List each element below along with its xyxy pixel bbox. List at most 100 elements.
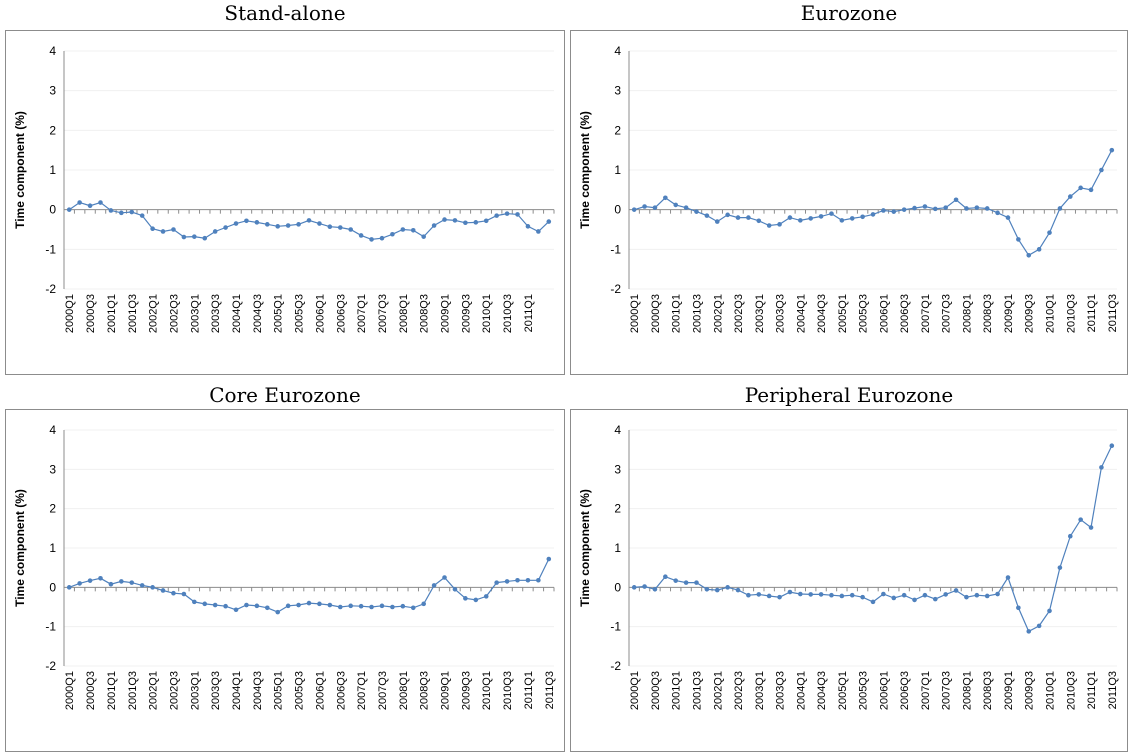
data-point bbox=[306, 218, 312, 223]
data-point bbox=[725, 585, 730, 590]
x-tick-label: 2009Q1 bbox=[440, 671, 452, 710]
x-tick-label: 2004Q3 bbox=[252, 294, 264, 333]
x-tick-label: 2006Q3 bbox=[335, 294, 347, 333]
data-point bbox=[1109, 147, 1115, 153]
x-tick-label: 2011Q3 bbox=[544, 671, 556, 709]
data-point bbox=[264, 605, 270, 611]
data-point bbox=[881, 591, 886, 597]
x-tick-label: 2003Q3 bbox=[775, 294, 787, 333]
data-point bbox=[431, 583, 437, 588]
data-point bbox=[735, 215, 741, 220]
data-point bbox=[337, 225, 343, 230]
x-tick-label: 2003Q1 bbox=[754, 671, 766, 710]
data-point bbox=[881, 208, 886, 213]
data-point bbox=[181, 234, 187, 240]
data-point bbox=[410, 605, 416, 611]
data-point bbox=[390, 231, 395, 237]
x-tick-label: 2006Q1 bbox=[878, 294, 890, 333]
y-tick-label: 0 bbox=[614, 580, 621, 594]
data-point bbox=[473, 220, 479, 225]
x-tick-label: 2008Q1 bbox=[961, 294, 973, 333]
data-point bbox=[119, 210, 124, 216]
data-point bbox=[515, 212, 520, 217]
data-point bbox=[663, 574, 668, 580]
data-point bbox=[860, 594, 865, 600]
data-point bbox=[400, 603, 406, 609]
x-tick-label: 2005Q3 bbox=[294, 671, 306, 710]
chart-frame: Time component (%) -2 -1 0 1 2 3 4 2000Q1 2000Q3 2… bbox=[570, 409, 1128, 752]
data-point bbox=[922, 592, 928, 598]
data-point bbox=[849, 592, 855, 598]
data-point bbox=[181, 591, 187, 597]
data-point bbox=[296, 222, 301, 227]
x-tick-label: 2001Q1 bbox=[671, 294, 683, 333]
x-tick-label: 2010Q1 bbox=[481, 671, 493, 710]
data-point bbox=[275, 224, 281, 229]
data-point bbox=[546, 219, 552, 224]
y-tick-label: -1 bbox=[45, 620, 56, 634]
data-point bbox=[525, 577, 531, 583]
y-tick-label: 2 bbox=[49, 502, 56, 516]
data-point bbox=[410, 227, 416, 233]
data-point bbox=[829, 211, 834, 216]
x-tick-label: 2007Q3 bbox=[941, 671, 953, 710]
data-point bbox=[964, 206, 969, 211]
x-tick-label: 2004Q3 bbox=[816, 294, 828, 333]
data-point bbox=[212, 229, 218, 234]
data-point bbox=[233, 607, 239, 613]
data-point bbox=[714, 587, 720, 593]
x-tick-label: 2005Q1 bbox=[837, 294, 849, 333]
data-point bbox=[694, 209, 699, 214]
x-tick-label: 2002Q1 bbox=[712, 671, 724, 710]
data-point bbox=[379, 235, 385, 241]
data-point bbox=[463, 596, 468, 601]
data-point bbox=[66, 207, 72, 212]
x-tick-label: 2010Q3 bbox=[1065, 294, 1077, 333]
x-tick-label: 2000Q1 bbox=[629, 671, 641, 710]
series-line bbox=[634, 149, 1113, 257]
data-point bbox=[1047, 608, 1052, 614]
data-point bbox=[483, 218, 489, 224]
data-point bbox=[663, 195, 668, 201]
data-point bbox=[317, 221, 322, 226]
data-point bbox=[77, 200, 82, 205]
x-tick-label: 2004Q1 bbox=[231, 294, 243, 333]
x-tick-label: 2010Q1 bbox=[1045, 294, 1057, 333]
data-point bbox=[642, 584, 647, 589]
x-tick-label: 2007Q1 bbox=[356, 294, 368, 333]
data-point bbox=[452, 218, 458, 223]
data-point bbox=[683, 205, 689, 210]
data-point bbox=[254, 603, 260, 609]
data-point bbox=[87, 578, 93, 583]
x-tick-label: 2010Q3 bbox=[1065, 671, 1077, 710]
x-tick-label: 2003Q3 bbox=[775, 671, 787, 710]
data-point bbox=[212, 602, 218, 608]
y-tick-label: 1 bbox=[614, 541, 621, 555]
line-chart-svg: Time component (%) -2 -1 0 1 2 3 4 2000Q1 2000Q3 2… bbox=[578, 423, 1119, 710]
y-tick-label: 2 bbox=[614, 502, 621, 516]
x-tick-label: 2007Q3 bbox=[377, 671, 389, 710]
y-tick-label: -2 bbox=[45, 282, 56, 296]
data-point bbox=[912, 205, 917, 211]
data-point bbox=[98, 575, 103, 581]
chart-title: Stand-alone bbox=[224, 1, 346, 25]
data-point bbox=[494, 213, 499, 218]
data-point bbox=[463, 220, 468, 226]
data-point bbox=[642, 204, 647, 209]
data-point bbox=[452, 587, 458, 592]
data-point bbox=[504, 579, 510, 584]
data-point bbox=[1005, 215, 1011, 220]
y-tick-label: 3 bbox=[49, 462, 56, 476]
data-point bbox=[160, 588, 166, 593]
data-point bbox=[546, 556, 552, 562]
chart-panel-stand-alone: Stand-alone Time component (%) -2 -1 0 1 2 3 4 2… bbox=[5, 0, 565, 375]
x-tick-label: 2011Q1 bbox=[523, 671, 535, 709]
data-point bbox=[1078, 185, 1083, 191]
x-tick-label: 2009Q3 bbox=[1024, 671, 1036, 710]
data-point bbox=[735, 587, 741, 593]
x-tick-label: 2009Q3 bbox=[1024, 294, 1036, 333]
data-point bbox=[254, 220, 260, 225]
y-tick-label: 4 bbox=[49, 423, 56, 437]
x-tick-label: 2000Q1 bbox=[64, 671, 76, 710]
y-tick-label: -2 bbox=[45, 659, 56, 673]
